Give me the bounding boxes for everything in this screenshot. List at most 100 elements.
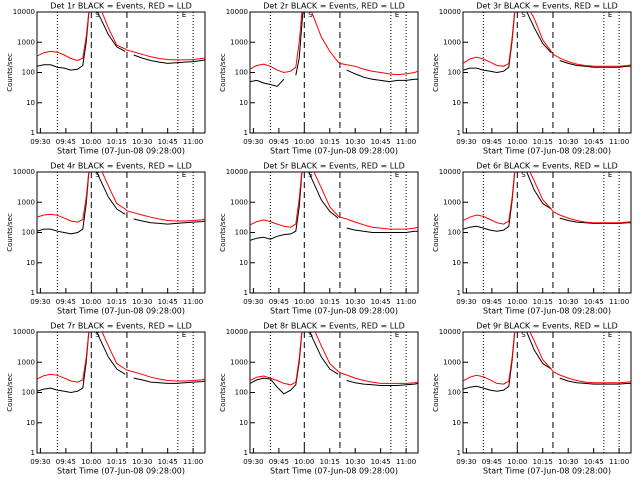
y-tick-label: 1: [457, 289, 461, 297]
panel: Det 9r BLACK = Events, RED = LLD Start Ti…: [432, 322, 632, 476]
y-tick-label: 10000: [439, 168, 461, 176]
annotation: E: [182, 171, 186, 179]
x-tick-label: 10:15: [320, 458, 340, 466]
data-line: [37, 332, 205, 383]
y-tick-label: 1000: [17, 358, 35, 366]
y-tick-label: 10: [452, 259, 461, 267]
y-axis-title: Counts/sec: [6, 53, 14, 92]
data-line: [250, 332, 418, 386]
x-tick-label: 10:45: [584, 458, 604, 466]
panel-title: Det 6r BLACK = Events, RED = LLD: [476, 162, 618, 171]
x-tick-label: 11:00: [396, 458, 416, 466]
x-axis-title: Start Time (07-Jun-08 09:28:00): [483, 147, 611, 156]
data-line: [463, 332, 631, 392]
x-tick-label: 10:30: [345, 298, 365, 306]
annotation: E: [182, 11, 186, 19]
y-tick-label: 100: [235, 69, 248, 77]
annotation: E: [608, 331, 612, 339]
y-tick-label: 10: [239, 419, 248, 427]
x-tick-label: 09:30: [30, 298, 50, 306]
annotation: E: [608, 11, 612, 19]
data-line: [37, 172, 205, 223]
x-tick-label: 10:15: [533, 138, 553, 146]
panel: Det 4r BLACK = Events, RED = LLD Start Ti…: [6, 162, 206, 316]
panel: Det 5r BLACK = Events, RED = LLD Start Ti…: [219, 162, 419, 316]
y-axis-title: Counts/sec: [6, 213, 14, 252]
x-tick-label: 09:30: [243, 458, 263, 466]
panel-title: Det 7r BLACK = Events, RED = LLD: [50, 322, 192, 331]
x-tick-label: 10:30: [558, 138, 578, 146]
y-tick-label: 10000: [226, 8, 248, 16]
x-tick-label: 10:30: [558, 458, 578, 466]
y-tick-label: 1000: [17, 38, 35, 46]
panel: Det 1r BLACK = Events, RED = LLD Start Ti…: [6, 2, 206, 156]
y-tick-label: 10: [26, 419, 35, 427]
panel: Det 6r BLACK = Events, RED = LLD Start Ti…: [432, 162, 632, 316]
x-tick-label: 10:15: [107, 298, 127, 306]
y-tick-label: 100: [22, 389, 35, 397]
panel-title: Det 1r BLACK = Events, RED = LLD: [50, 2, 192, 11]
annotation: S: [95, 11, 100, 19]
y-axis-title: Counts/sec: [219, 373, 227, 412]
data-line: [37, 332, 205, 394]
x-tick-label: 09:45: [56, 458, 76, 466]
x-tick-label: 09:30: [243, 138, 263, 146]
x-tick-label: 09:30: [243, 298, 263, 306]
y-tick-label: 10000: [226, 168, 248, 176]
y-tick-label: 10000: [226, 328, 248, 336]
x-tick-label: 09:30: [30, 458, 50, 466]
y-axis-title: Counts/sec: [432, 213, 440, 252]
data-line: [250, 12, 418, 76]
x-tick-label: 09:45: [269, 298, 289, 306]
y-axis-title: Counts/sec: [219, 213, 227, 252]
x-tick-label: 11:00: [609, 298, 629, 306]
x-tick-label: 09:30: [456, 298, 476, 306]
y-tick-label: 10: [26, 259, 35, 267]
y-tick-label: 10000: [13, 8, 35, 16]
y-tick-label: 100: [22, 229, 35, 237]
x-tick-label: 09:45: [482, 458, 502, 466]
panel-title: Det 9r BLACK = Events, RED = LLD: [476, 322, 618, 331]
plot-frame: [462, 171, 632, 294]
plot-frame: [462, 331, 632, 454]
annotation: S: [521, 171, 526, 179]
y-tick-label: 1: [244, 129, 248, 137]
x-tick-label: 10:00: [507, 458, 527, 466]
x-tick-label: 10:45: [584, 298, 604, 306]
x-tick-label: 10:00: [507, 138, 527, 146]
annotation: E: [395, 171, 399, 179]
panel-title: Det 2r BLACK = Events, RED = LLD: [263, 2, 405, 11]
plot-frame: [249, 331, 419, 454]
x-tick-label: 09:45: [482, 138, 502, 146]
y-tick-label: 100: [235, 229, 248, 237]
x-tick-label: 10:15: [320, 298, 340, 306]
x-axis-title: Start Time (07-Jun-08 09:28:00): [270, 147, 398, 156]
y-tick-label: 10000: [13, 168, 35, 176]
plot-frame: [462, 11, 632, 134]
x-tick-label: 10:00: [294, 138, 314, 146]
y-axis-title: Counts/sec: [432, 373, 440, 412]
x-tick-label: 10:45: [158, 298, 178, 306]
y-tick-label: 1: [31, 289, 35, 297]
y-tick-label: 1: [244, 449, 248, 457]
x-tick-label: 11:00: [183, 298, 203, 306]
panel: Det 2r BLACK = Events, RED = LLD Start Ti…: [219, 2, 419, 156]
x-tick-label: 10:30: [558, 298, 578, 306]
x-tick-label: 11:00: [609, 458, 629, 466]
y-tick-label: 10: [452, 419, 461, 427]
data-line: [250, 12, 418, 87]
annotation: S: [308, 11, 313, 19]
y-tick-label: 10000: [439, 8, 461, 16]
x-tick-label: 09:30: [30, 138, 50, 146]
x-tick-label: 09:30: [456, 458, 476, 466]
y-tick-label: 1000: [443, 198, 461, 206]
x-tick-label: 09:45: [482, 298, 502, 306]
y-axis-title: Counts/sec: [219, 53, 227, 92]
data-line: [463, 172, 631, 225]
x-tick-label: 10:30: [345, 138, 365, 146]
plot-frame: [249, 11, 419, 134]
data-line: [250, 332, 418, 395]
plot-frame: [36, 11, 206, 134]
data-line: [37, 172, 205, 235]
x-axis-title: Start Time (07-Jun-08 09:28:00): [57, 147, 185, 156]
